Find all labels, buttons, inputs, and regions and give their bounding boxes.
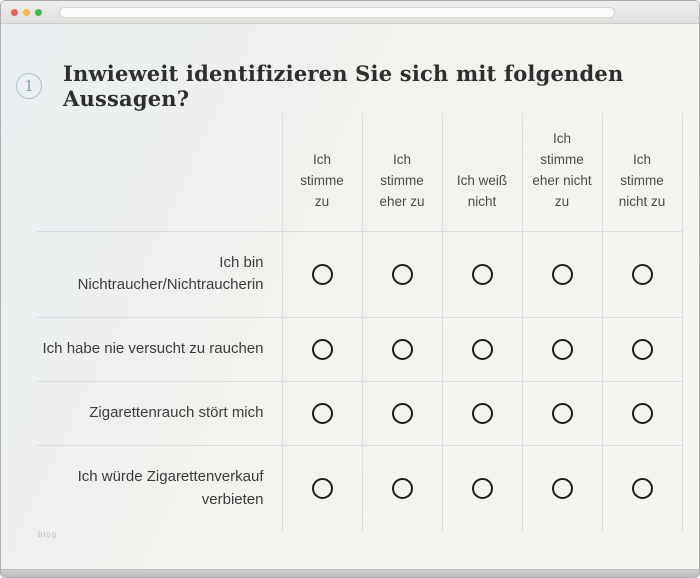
radio-button[interactable] [551,339,573,361]
option-cell [521,444,602,532]
survey-page: 1 Inwieweit identifizieren Sie sich mit … [1,24,699,571]
option-cell [361,444,442,532]
option-cell [601,444,683,532]
maximize-window-icon[interactable] [35,8,42,16]
matrix-header-row: Ich stimme zu Ich stimme eher zu Ich wei… [36,113,683,232]
radio-button[interactable] [311,339,333,361]
radio-button[interactable] [311,263,333,285]
option-cell [281,317,362,382]
minimize-window-icon[interactable] [23,8,30,16]
row-label: Ich würde Zigarettenverkauf verbieten [36,444,282,532]
radio-button[interactable] [631,263,653,285]
option-cell [281,444,362,532]
option-cell [361,317,442,382]
radio-button[interactable] [631,339,653,361]
radio-button[interactable] [471,478,493,500]
option-cell [521,381,602,446]
option-cell [361,381,442,446]
radio-button[interactable] [551,402,573,424]
option-cell [281,381,362,446]
option-cell [521,317,602,382]
option-cell [441,230,522,318]
option-cell [601,381,683,446]
url-bar[interactable] [59,6,615,18]
row-label: Ich habe nie versucht zu rauchen [36,317,282,382]
option-cell [521,230,602,318]
option-cell [601,230,683,318]
column-header: Ich stimme eher zu [361,113,442,232]
column-header: Ich stimme zu [281,113,362,232]
row-label: Ich bin Nichtraucher/Nichtraucherin [36,230,282,318]
table-row: Ich würde Zigarettenverkauf verbieten [36,444,683,532]
column-header: Ich stimme eher nicht zu [521,113,602,232]
radio-button[interactable] [391,478,413,500]
option-cell [281,230,362,318]
option-cell [441,317,522,382]
question-title: Inwieweit identifizieren Sie sich mit fo… [63,61,624,111]
option-cell [441,381,522,446]
option-cell [441,444,522,532]
close-window-icon[interactable] [11,8,18,16]
watermark: blog [38,530,58,539]
radio-button[interactable] [551,263,573,285]
radio-button[interactable] [311,402,333,424]
table-row: Ich habe nie versucht zu rauchen [36,317,683,382]
radio-button[interactable] [471,339,493,361]
likert-matrix: Ich stimme zu Ich stimme eher zu Ich wei… [36,113,683,532]
radio-button[interactable] [471,263,493,285]
radio-button[interactable] [551,478,573,500]
radio-button[interactable] [391,263,413,285]
question-number-badge: 1 [16,73,42,99]
radio-button[interactable] [311,478,333,500]
radio-button[interactable] [391,402,413,424]
option-cell [601,317,683,382]
radio-button[interactable] [631,402,653,424]
option-cell [361,230,442,318]
radio-button[interactable] [391,339,413,361]
column-header: Ich stimme nicht zu [601,113,683,232]
question-number: 1 [24,77,34,95]
row-label: Zigarettenrauch stört mich [36,381,282,446]
header-spacer [36,113,282,231]
table-row: Ich bin Nichtraucher/Nichtraucherin [36,230,683,318]
radio-button[interactable] [471,402,493,424]
window-bottom-bar [1,569,699,577]
column-header: Ich weiß nicht [441,113,522,232]
table-row: Zigarettenrauch stört mich [36,381,683,446]
browser-chrome [1,1,699,24]
question-header: 1 Inwieweit identifizieren Sie sich mit … [1,24,699,111]
radio-button[interactable] [631,478,653,500]
